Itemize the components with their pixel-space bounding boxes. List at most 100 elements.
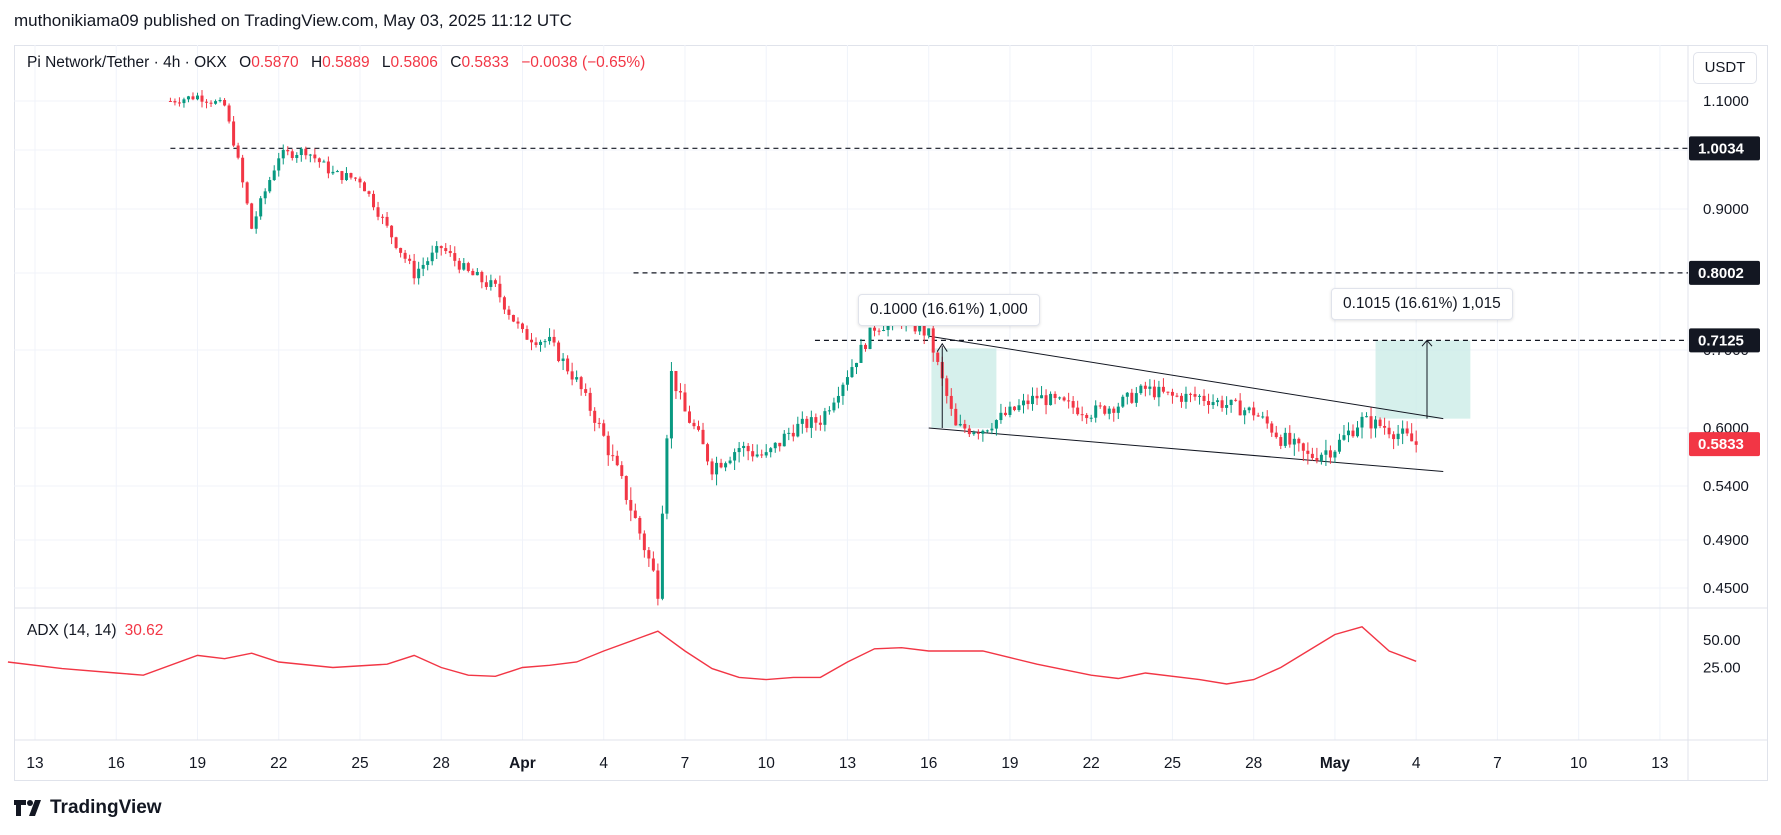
candle-body xyxy=(773,442,777,449)
candle-body xyxy=(322,161,326,163)
adx-axis-tick: 25.00 xyxy=(1703,660,1741,677)
candle-body xyxy=(430,252,434,262)
candle-body xyxy=(1207,401,1211,406)
adx-value: 30.62 xyxy=(124,622,164,639)
candle-body xyxy=(1346,430,1350,436)
candle-body xyxy=(403,252,407,259)
candle-body xyxy=(489,280,493,287)
candle-body xyxy=(1166,391,1170,393)
candle-body xyxy=(1392,434,1396,440)
candle-body xyxy=(1053,393,1057,398)
x-axis-tick: Apr xyxy=(509,755,536,772)
candle-body xyxy=(1085,414,1089,419)
candle-body xyxy=(277,158,281,171)
candle-body xyxy=(1410,433,1414,442)
candle-body xyxy=(751,451,755,457)
candle-body xyxy=(823,411,827,425)
candle-body xyxy=(841,384,845,396)
x-axis-tick: 28 xyxy=(1245,755,1262,772)
candle-body xyxy=(629,499,633,511)
candle-body xyxy=(530,339,534,343)
candle-body xyxy=(1040,395,1044,399)
candle-body xyxy=(381,216,385,218)
candle-body xyxy=(1188,393,1192,395)
candle-body xyxy=(299,148,303,155)
candle-body xyxy=(954,408,958,426)
candle-body xyxy=(353,177,357,179)
candle-body xyxy=(1288,432,1292,445)
tradingview-logo[interactable]: TradingView xyxy=(14,797,162,819)
candle-body xyxy=(715,462,719,475)
candle-body xyxy=(845,377,849,385)
symbol-name[interactable]: Pi Network/Tether · 4h · OKX xyxy=(27,54,227,71)
candle-body xyxy=(511,314,515,322)
candle-body xyxy=(994,420,998,429)
candle-body xyxy=(502,297,506,310)
candle-body xyxy=(1401,428,1405,434)
candle-body xyxy=(439,246,443,249)
candle-body xyxy=(1261,416,1265,418)
candle-body xyxy=(1243,410,1247,416)
candle-body xyxy=(1067,400,1071,402)
candle-body xyxy=(1315,457,1319,461)
x-axis-tick: 7 xyxy=(1493,755,1502,772)
candle-body xyxy=(728,460,732,464)
candle-body xyxy=(1247,407,1251,411)
x-axis-tick: 7 xyxy=(681,755,690,772)
candle-body xyxy=(1270,423,1274,433)
chart-frame xyxy=(14,45,1768,781)
candle-body xyxy=(814,417,818,423)
candle-body xyxy=(1256,415,1260,417)
candle-body xyxy=(1356,427,1360,437)
low-label: L xyxy=(381,54,391,71)
candle-body xyxy=(719,462,723,468)
low-value: 0.5806 xyxy=(390,54,438,71)
candle-body xyxy=(182,99,186,104)
close-value: 0.5833 xyxy=(461,54,509,71)
candle-body xyxy=(850,367,854,378)
candle-body xyxy=(1071,401,1075,408)
measure-label-2[interactable]: 0.1015 (16.61%) 1,015 xyxy=(1331,288,1513,320)
measure-label-1[interactable]: 0.1000 (16.61%) 1,000 xyxy=(858,294,1040,326)
candle-body xyxy=(331,171,335,174)
candle-body xyxy=(778,442,782,447)
candle-body xyxy=(1107,408,1111,414)
candle-body xyxy=(308,154,312,156)
candle-body xyxy=(1374,419,1378,429)
candle-body xyxy=(1003,412,1007,415)
candle-body xyxy=(520,323,524,330)
candle-body xyxy=(1116,406,1120,413)
candle-body xyxy=(1175,395,1179,397)
candle-body xyxy=(349,173,353,178)
candle-body xyxy=(471,270,475,276)
measure-arrowhead-2 xyxy=(1421,339,1433,347)
candle-body xyxy=(1351,430,1355,437)
candle-body xyxy=(1125,392,1129,397)
candle-body xyxy=(1297,438,1301,444)
candle-body xyxy=(498,283,502,298)
candle-body xyxy=(457,260,461,270)
tradingview-logo-icon xyxy=(14,800,41,816)
candle-body xyxy=(967,428,971,435)
candle-body xyxy=(1148,386,1152,389)
candle-body xyxy=(362,182,366,192)
candle-body xyxy=(236,145,240,158)
candle-body xyxy=(390,225,394,238)
candle-body xyxy=(209,102,213,104)
candle-body xyxy=(218,99,222,102)
x-axis-tick: 25 xyxy=(351,755,368,772)
candle-body xyxy=(1103,406,1107,414)
price-badge xyxy=(1689,136,1760,161)
candle-body xyxy=(462,263,466,270)
candle-body xyxy=(764,452,768,456)
candle-body xyxy=(250,203,254,229)
candle-body xyxy=(918,325,922,332)
symbol-legend: Pi Network/Tether · 4h · OKX O0.5870 H0.… xyxy=(27,54,645,72)
candle-body xyxy=(552,336,556,343)
currency-button[interactable]: USDT xyxy=(1693,52,1757,84)
price-badge xyxy=(1689,328,1760,353)
candle-body xyxy=(566,358,570,372)
adx-label[interactable]: ADX (14, 14) xyxy=(27,622,117,639)
candle-body xyxy=(448,251,452,254)
